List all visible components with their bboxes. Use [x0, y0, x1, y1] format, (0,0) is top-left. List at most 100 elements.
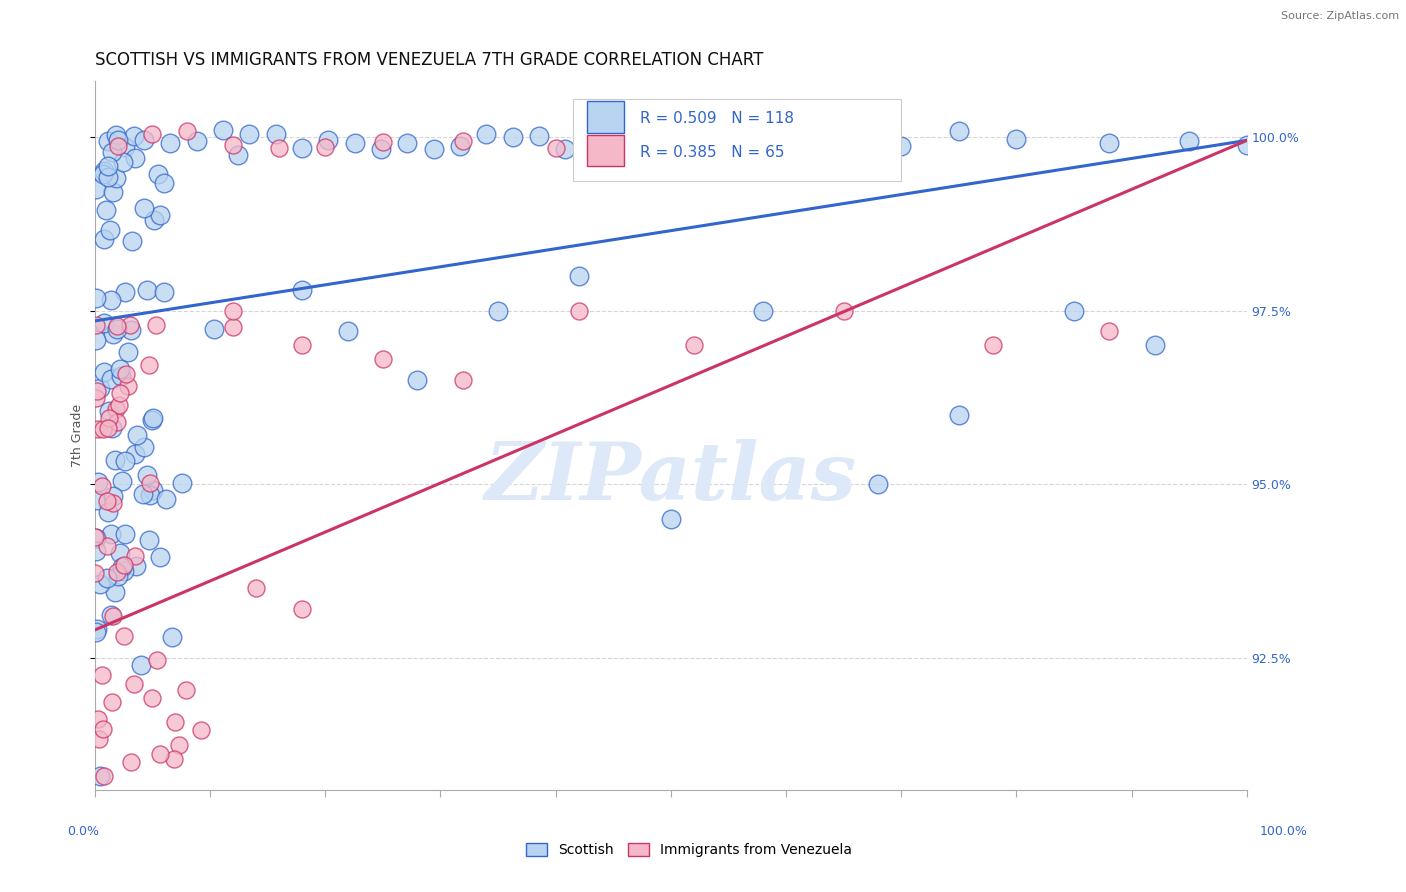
Point — [93, 365, 115, 379]
Point — [86, 318, 108, 332]
Point — [890, 138, 912, 153]
Point — [717, 124, 740, 138]
Point — [114, 140, 136, 154]
Point — [84, 182, 107, 196]
Point — [527, 129, 550, 144]
Point — [96, 420, 118, 434]
Point — [291, 141, 314, 155]
Point — [1143, 338, 1166, 352]
Text: SCOTTISH VS IMMIGRANTS FROM VENEZUELA 7TH GRADE CORRELATION CHART: SCOTTISH VS IMMIGRANTS FROM VENEZUELA 7T… — [94, 51, 763, 69]
Point — [174, 682, 197, 697]
Point — [149, 208, 172, 222]
Text: Source: ZipAtlas.com: Source: ZipAtlas.com — [1281, 11, 1399, 21]
Point — [114, 527, 136, 541]
Point — [111, 154, 134, 169]
Point — [1236, 138, 1258, 153]
Point — [117, 345, 139, 359]
Point — [86, 623, 108, 637]
Point — [1097, 136, 1119, 150]
Point — [108, 546, 131, 560]
Point — [486, 303, 509, 318]
Point — [149, 549, 172, 564]
Point — [89, 381, 111, 395]
Point — [110, 368, 132, 383]
Point — [101, 695, 124, 709]
Point — [868, 477, 890, 491]
Point — [96, 540, 118, 554]
Point — [396, 136, 419, 150]
Point — [122, 128, 145, 143]
Point — [96, 571, 118, 585]
Point — [453, 373, 475, 387]
Point — [226, 148, 249, 162]
Point — [238, 128, 260, 142]
Point — [291, 283, 314, 297]
Point — [100, 608, 122, 623]
Point — [87, 422, 110, 436]
Point — [107, 569, 129, 583]
Point — [112, 564, 135, 578]
Point — [97, 170, 120, 185]
Point — [832, 303, 855, 318]
Point — [87, 732, 110, 747]
Text: R = 0.509   N = 118: R = 0.509 N = 118 — [640, 112, 793, 127]
Point — [169, 738, 191, 752]
Point — [112, 558, 135, 573]
Point — [1005, 132, 1028, 146]
Point — [153, 285, 176, 299]
Point — [101, 496, 124, 510]
Point — [83, 530, 105, 544]
Point — [176, 124, 198, 138]
Point — [131, 487, 153, 501]
Point — [135, 284, 157, 298]
Point — [104, 453, 127, 467]
Point — [134, 440, 156, 454]
Point — [139, 488, 162, 502]
Point — [100, 372, 122, 386]
Point — [84, 334, 107, 348]
Point — [103, 326, 125, 341]
Point — [659, 128, 682, 143]
Point — [124, 151, 146, 165]
Point — [104, 128, 127, 142]
Point — [97, 410, 120, 425]
Point — [112, 629, 135, 643]
Point — [371, 352, 394, 367]
Point — [406, 373, 429, 387]
Point — [371, 135, 394, 149]
Point — [101, 145, 124, 159]
Point — [96, 494, 118, 508]
Point — [163, 752, 186, 766]
Point — [120, 318, 142, 333]
Point — [682, 338, 704, 352]
Point — [132, 133, 155, 147]
Point — [93, 164, 115, 178]
Point — [86, 391, 108, 405]
Text: 100.0%: 100.0% — [1260, 825, 1308, 838]
Point — [101, 186, 124, 200]
Point — [131, 658, 153, 673]
Point — [97, 403, 120, 417]
Point — [120, 755, 142, 769]
Point — [314, 140, 336, 154]
Point — [222, 319, 245, 334]
Point — [318, 133, 340, 147]
Point — [775, 125, 797, 139]
Point — [111, 559, 134, 574]
Point — [91, 722, 114, 736]
Point — [145, 318, 167, 332]
Point — [108, 398, 131, 412]
Point — [1178, 134, 1201, 148]
Point — [108, 386, 131, 401]
Point — [114, 454, 136, 468]
Point — [1063, 303, 1085, 318]
Point — [93, 316, 115, 330]
Point — [134, 201, 156, 215]
Point — [607, 144, 630, 158]
Point — [453, 134, 475, 148]
Point — [149, 747, 172, 761]
Point — [141, 691, 163, 706]
Point — [1097, 325, 1119, 339]
Bar — [586, 135, 623, 167]
Point — [107, 319, 129, 334]
